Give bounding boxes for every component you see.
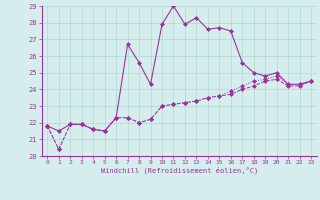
X-axis label: Windchill (Refroidissement éolien,°C): Windchill (Refroidissement éolien,°C) xyxy=(100,167,258,174)
